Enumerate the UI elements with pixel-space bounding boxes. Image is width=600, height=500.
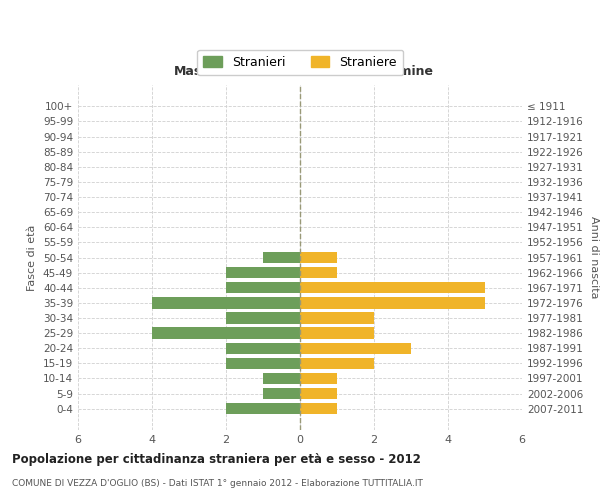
- Bar: [152, 297, 300, 308]
- Y-axis label: Anni di nascita: Anni di nascita: [589, 216, 599, 298]
- Bar: [300, 252, 337, 263]
- Bar: [226, 282, 300, 294]
- Legend: Stranieri, Straniere: Stranieri, Straniere: [197, 50, 403, 76]
- Bar: [300, 358, 374, 369]
- Bar: [300, 282, 485, 294]
- Bar: [300, 403, 337, 414]
- Text: Maschi: Maschi: [173, 65, 222, 78]
- Text: Popolazione per cittadinanza straniera per età e sesso - 2012: Popolazione per cittadinanza straniera p…: [12, 452, 421, 466]
- Bar: [300, 388, 337, 399]
- Y-axis label: Fasce di età: Fasce di età: [28, 224, 37, 290]
- Bar: [300, 297, 485, 308]
- Bar: [226, 312, 300, 324]
- Bar: [226, 342, 300, 354]
- Bar: [300, 373, 337, 384]
- Bar: [263, 388, 300, 399]
- Bar: [300, 342, 411, 354]
- Bar: [263, 252, 300, 263]
- Bar: [226, 403, 300, 414]
- Bar: [226, 358, 300, 369]
- Bar: [152, 328, 300, 338]
- Bar: [300, 328, 374, 338]
- Bar: [300, 312, 374, 324]
- Bar: [226, 267, 300, 278]
- Text: Femmine: Femmine: [370, 65, 434, 78]
- Text: COMUNE DI VEZZA D'OGLIO (BS) - Dati ISTAT 1° gennaio 2012 - Elaborazione TUTTITA: COMUNE DI VEZZA D'OGLIO (BS) - Dati ISTA…: [12, 479, 423, 488]
- Bar: [263, 373, 300, 384]
- Bar: [300, 267, 337, 278]
